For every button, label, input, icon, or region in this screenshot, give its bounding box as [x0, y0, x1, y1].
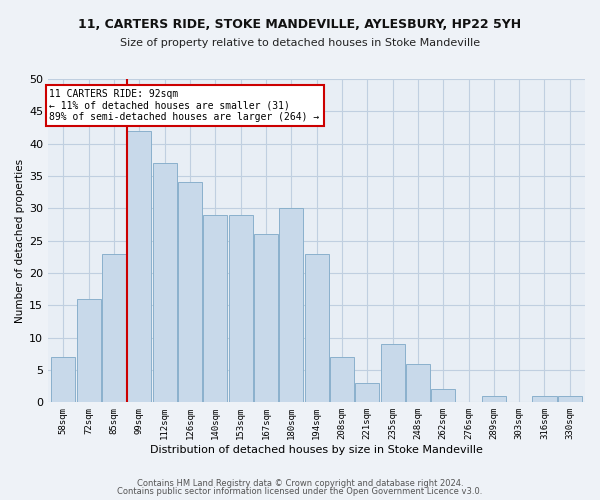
Text: Contains HM Land Registry data © Crown copyright and database right 2024.: Contains HM Land Registry data © Crown c… — [137, 478, 463, 488]
Bar — [558, 396, 582, 402]
Text: Contains public sector information licensed under the Open Government Licence v3: Contains public sector information licen… — [118, 487, 482, 496]
Bar — [152, 163, 176, 402]
Bar — [77, 299, 101, 403]
Text: 11, CARTERS RIDE, STOKE MANDEVILLE, AYLESBURY, HP22 5YH: 11, CARTERS RIDE, STOKE MANDEVILLE, AYLE… — [79, 18, 521, 30]
Bar — [355, 383, 379, 402]
Bar — [178, 182, 202, 402]
Y-axis label: Number of detached properties: Number of detached properties — [15, 158, 25, 322]
Bar — [330, 357, 354, 403]
Bar — [52, 357, 76, 403]
Bar — [305, 254, 329, 402]
Bar — [229, 215, 253, 402]
Bar — [127, 130, 151, 402]
Bar — [102, 254, 126, 402]
Bar — [254, 234, 278, 402]
Bar — [380, 344, 404, 403]
Bar — [482, 396, 506, 402]
Bar — [532, 396, 557, 402]
X-axis label: Distribution of detached houses by size in Stoke Mandeville: Distribution of detached houses by size … — [150, 445, 483, 455]
Bar — [431, 390, 455, 402]
Bar — [279, 208, 303, 402]
Text: 11 CARTERS RIDE: 92sqm
← 11% of detached houses are smaller (31)
89% of semi-det: 11 CARTERS RIDE: 92sqm ← 11% of detached… — [49, 88, 320, 122]
Text: Size of property relative to detached houses in Stoke Mandeville: Size of property relative to detached ho… — [120, 38, 480, 48]
Bar — [406, 364, 430, 403]
Bar — [203, 215, 227, 402]
